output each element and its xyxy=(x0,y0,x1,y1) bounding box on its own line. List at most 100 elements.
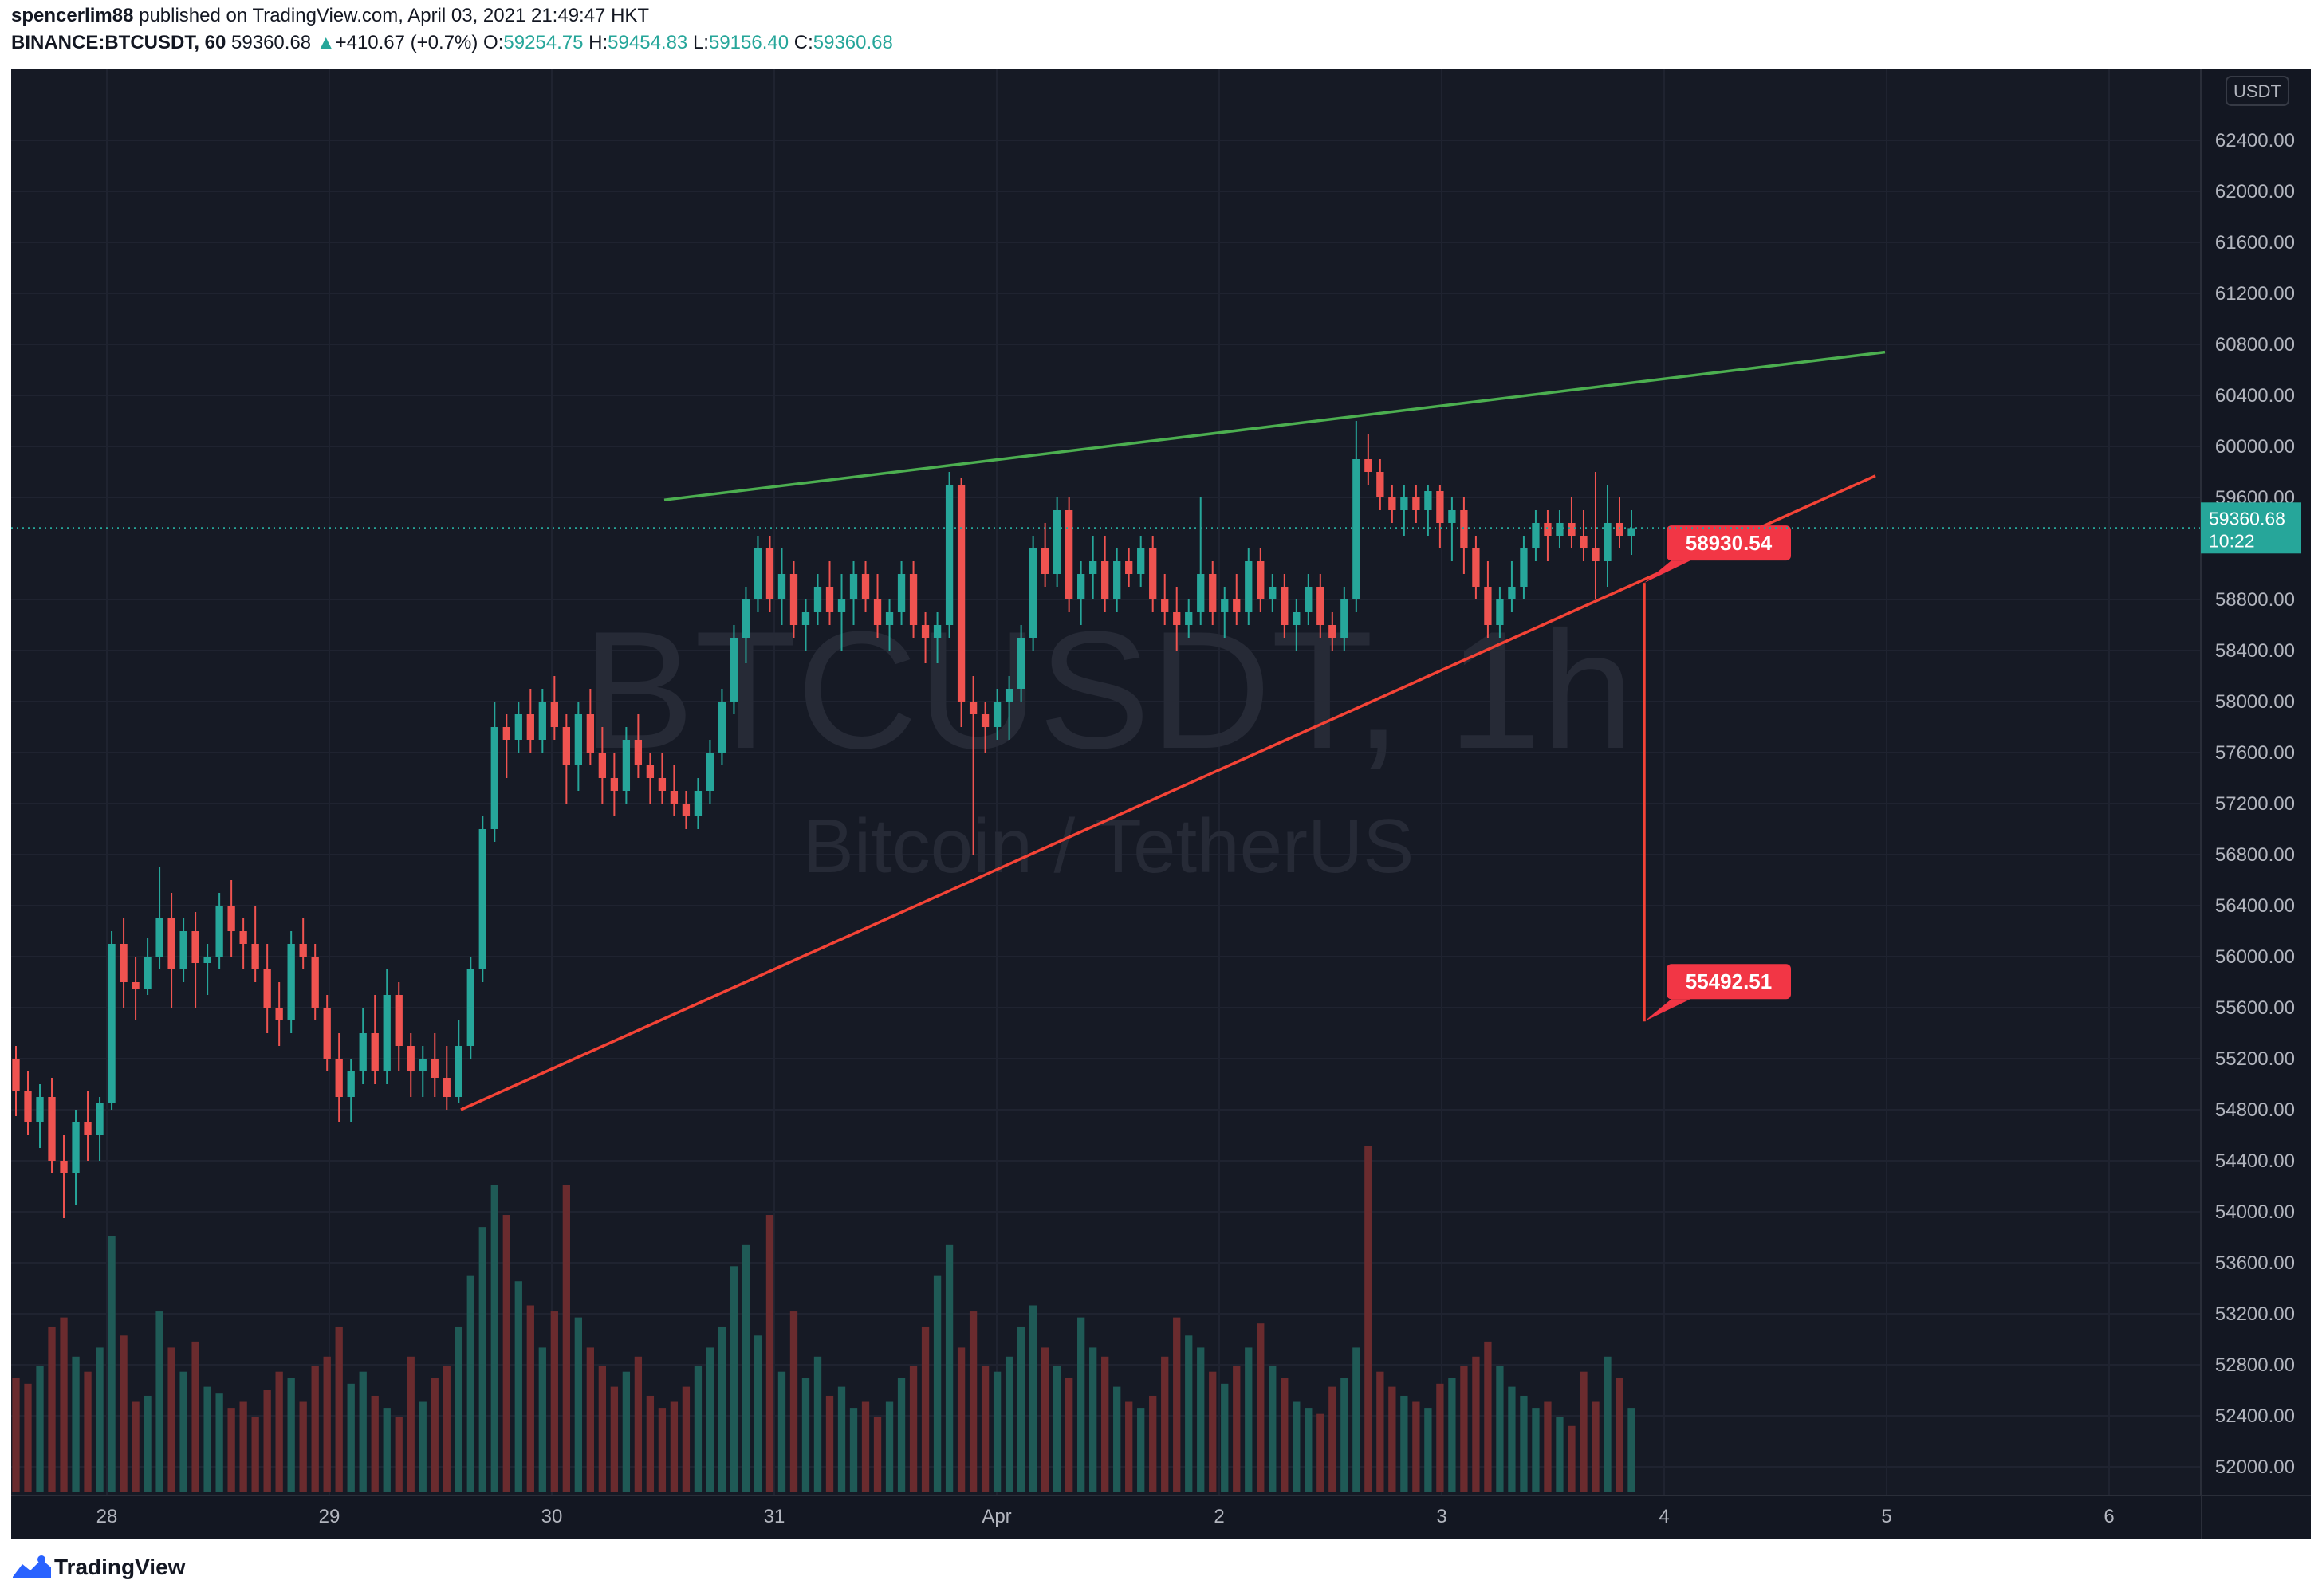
candles[interactable] xyxy=(12,421,1635,1218)
volume-bar xyxy=(1556,1417,1564,1492)
candle xyxy=(981,702,990,753)
candle-body xyxy=(1005,689,1013,702)
volume-bar xyxy=(706,1347,714,1492)
candle-body xyxy=(1448,510,1456,523)
volume-bar xyxy=(1113,1386,1121,1492)
volume-bar xyxy=(179,1371,187,1492)
candle-body xyxy=(1125,561,1133,574)
price-tick-label: 60800.00 xyxy=(2215,334,2295,356)
price-axis[interactable]: 62400.00 62000.00 61600.00 61200.00 60800.00… xyxy=(2200,69,2311,1539)
candle-body xyxy=(299,944,307,957)
candle xyxy=(646,753,655,804)
published-text: published on TradingView.com, April 03, … xyxy=(139,5,650,26)
candle xyxy=(825,561,834,625)
candle xyxy=(215,893,223,969)
candle-body xyxy=(1029,548,1037,638)
time-tick-label: 31 xyxy=(764,1506,785,1527)
candle-body xyxy=(1616,523,1623,536)
volume-bar xyxy=(72,1356,80,1492)
volume-bar xyxy=(634,1356,643,1492)
volume-bar xyxy=(203,1386,211,1492)
candle xyxy=(155,867,163,969)
candle xyxy=(1125,548,1133,587)
volume-bar xyxy=(969,1311,978,1492)
volume-bar xyxy=(383,1408,391,1492)
price-tick-label: 56400.00 xyxy=(2215,895,2295,917)
candle-body xyxy=(1113,561,1121,599)
candle-body xyxy=(933,625,942,638)
candle-body xyxy=(48,1097,56,1161)
candle-body xyxy=(1065,510,1073,599)
candle-body xyxy=(108,944,116,1103)
candle xyxy=(754,536,762,612)
volume-bar xyxy=(765,1215,774,1492)
candle-body xyxy=(383,995,391,1071)
candle-body xyxy=(1568,523,1576,536)
time-axis[interactable]: 28 29 30 31 Apr 2 3 4 5 6 xyxy=(11,1495,2311,1539)
volume-bar xyxy=(502,1215,510,1492)
price-tick-label: 55200.00 xyxy=(2215,1048,2295,1070)
volume-bar xyxy=(837,1386,846,1492)
chart-area[interactable]: BTCUSDT, 1h Bitcoin / TetherUS 58930.54 5… xyxy=(0,61,2322,1543)
candle-body xyxy=(1627,528,1635,536)
candle xyxy=(837,574,846,651)
volume-bar xyxy=(981,1366,990,1492)
volume-bar xyxy=(1544,1401,1552,1492)
candle-body xyxy=(754,548,762,599)
volume-bar xyxy=(718,1326,726,1492)
volume-bar xyxy=(155,1311,163,1492)
high-value: 59454.83 xyxy=(608,32,688,53)
candle xyxy=(1029,536,1037,651)
candle xyxy=(694,778,703,829)
volume-bar xyxy=(670,1401,679,1492)
candle-body xyxy=(12,1059,20,1091)
volume-bar xyxy=(598,1366,607,1492)
candle xyxy=(861,561,870,612)
candle xyxy=(574,702,583,791)
volume-bar xyxy=(1484,1341,1492,1492)
volume-bar xyxy=(407,1356,415,1492)
candle-body xyxy=(1340,599,1348,638)
candle xyxy=(167,893,175,1008)
candle-body xyxy=(1532,523,1540,548)
candle-body xyxy=(1221,599,1229,612)
candle-body xyxy=(1137,548,1145,574)
candle-body xyxy=(323,1008,331,1059)
candle xyxy=(1484,561,1492,638)
candle xyxy=(455,1020,462,1103)
volume-bar xyxy=(132,1401,140,1492)
watermark-name: Bitcoin / TetherUS xyxy=(803,804,1415,889)
candle-body xyxy=(706,753,714,791)
tradingview-brand[interactable]: TradingView xyxy=(54,1555,186,1579)
candle xyxy=(718,689,726,765)
symbol-label[interactable]: BINANCE:BTCUSDT, 60 xyxy=(11,32,226,53)
candle xyxy=(1627,510,1635,555)
candle-body xyxy=(311,957,319,1008)
candle xyxy=(1209,561,1217,625)
candle-body xyxy=(1472,548,1480,587)
volume-bar xyxy=(574,1317,583,1492)
candle xyxy=(1041,523,1049,587)
volume-bar xyxy=(287,1378,295,1492)
volume-bar xyxy=(478,1227,486,1492)
candle xyxy=(1592,472,1600,599)
volume-bar xyxy=(1197,1347,1205,1492)
candle-body xyxy=(1269,587,1277,599)
candlestick-chart[interactable]: BTCUSDT, 1h Bitcoin / TetherUS 58930.545… xyxy=(0,61,2322,1543)
volume-bar xyxy=(1257,1323,1265,1492)
candle-body xyxy=(1161,599,1169,612)
time-tick-label: 3 xyxy=(1436,1506,1446,1527)
price-tick-label: 52400.00 xyxy=(2215,1405,2295,1427)
volume-bar xyxy=(1173,1317,1181,1492)
author-name[interactable]: spencerlim88 xyxy=(11,5,134,26)
candle-body xyxy=(945,485,954,625)
candle xyxy=(203,944,211,995)
price-callout: 58930.54 xyxy=(1644,525,1791,584)
candle xyxy=(897,561,906,625)
candle-body xyxy=(1101,561,1109,599)
volume-bar xyxy=(108,1236,116,1492)
volume-bar xyxy=(957,1347,966,1492)
candle-body xyxy=(550,702,558,727)
volume-bar xyxy=(1269,1366,1277,1492)
drawings[interactable]: 58930.54 55492.51 xyxy=(11,350,2201,1111)
